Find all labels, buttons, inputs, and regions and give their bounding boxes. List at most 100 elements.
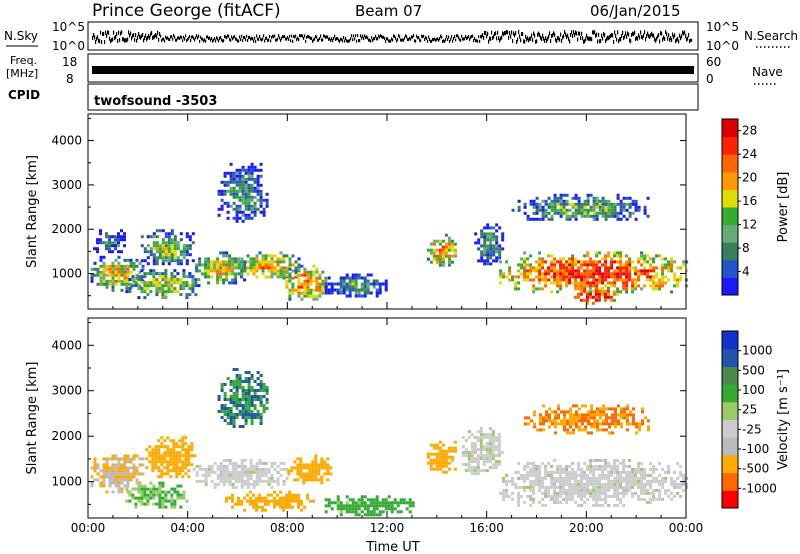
x-tick-label: 04:00	[170, 521, 205, 535]
y-tick-label: 2000	[51, 222, 82, 236]
beam-label: Beam 07	[355, 2, 422, 20]
colorbar-swatch	[722, 224, 738, 243]
freq-tick-top: 18	[62, 55, 77, 69]
colorbar-tick-label: 100	[742, 383, 765, 397]
x-tick-label: 00:00	[71, 521, 106, 535]
velocity-region	[217, 368, 269, 428]
power-colorbar: 4 8 12 16 20 24 28 Power [dB]	[721, 118, 791, 296]
colorbar-title: Velocity [m s⁻¹]	[776, 369, 791, 470]
colorbar-tick-label: 1000	[742, 344, 773, 358]
colorbar-swatch	[722, 136, 738, 155]
nave-label: Nave	[752, 65, 783, 79]
x-tick-label: 12:00	[370, 521, 405, 535]
power-region	[282, 264, 328, 301]
y-tick-label: 4000	[51, 338, 82, 352]
velocity-region	[225, 490, 315, 512]
cpid-value: twofsound -3503	[94, 94, 217, 109]
nsky-label: N.Sky	[4, 29, 38, 43]
colorbar-tick-label: 20	[742, 171, 757, 185]
power-region	[499, 251, 689, 294]
x-tick-label: 08:00	[270, 521, 305, 535]
colorbar-swatch	[722, 348, 738, 367]
velocity-region	[324, 495, 415, 517]
colorbar-swatch	[722, 207, 738, 226]
colorbar-tick-label: 25	[742, 403, 757, 417]
power-region	[217, 162, 269, 223]
colorbar-frame	[721, 118, 739, 296]
colorbar-swatch	[722, 401, 738, 420]
freq-trace	[92, 66, 694, 74]
nave-tick-bottom: 0	[706, 72, 714, 86]
colorbar-swatch	[722, 472, 738, 491]
velocity-region	[145, 436, 197, 479]
freq-strip: Freq. [MHz] 18 8 60 0 Nave	[6, 53, 783, 86]
colorbar-tick-label: 500	[742, 363, 765, 377]
colorbar-tick-label: 12	[742, 218, 757, 232]
y-tick-label: 4000	[51, 134, 82, 148]
x-axis-title: Time UT	[365, 540, 419, 554]
colorbar-swatch	[722, 419, 738, 438]
colorbar-tick-label: -100	[742, 442, 769, 456]
velocity-region	[192, 458, 289, 489]
colorbar-swatch	[722, 490, 738, 509]
colorbar-tick-label: -1000	[742, 481, 777, 495]
noise-strip: N.Sky 10^5 10^0 10^5 10^0 N.Search	[4, 20, 798, 53]
power-region	[125, 269, 201, 300]
y-tick-label: 1000	[51, 267, 82, 281]
velocity-data	[90, 368, 689, 517]
y-tick-label: 3000	[51, 178, 82, 192]
colorbar-tick-label: 28	[742, 124, 757, 138]
y-axis-title: Slant Range [km]	[25, 155, 40, 268]
nsearch-tick-top: 10^5	[706, 20, 739, 34]
colorbar-swatch	[722, 259, 738, 278]
date-label: 06/Jan/2015	[590, 2, 681, 20]
colorbar-swatch	[722, 277, 738, 296]
velocity-region	[461, 427, 504, 476]
velocity-panel: 1000 2000 3000 4000 00:00 04:00 08:00 12:00 16:0…	[25, 317, 791, 535]
power-panel: 1000 2000 3000 4000 Slant Range [km] 4 8 12 16 20…	[25, 113, 791, 310]
colorbar-swatch	[722, 454, 738, 474]
colorbar-swatch	[722, 384, 738, 403]
nsearch-label: N.Search	[744, 29, 798, 43]
colorbar-tick-label: -25	[742, 422, 762, 436]
power-data	[90, 162, 689, 305]
power-region	[324, 273, 388, 298]
colorbar-swatch	[722, 242, 738, 261]
freq-unit: [MHz]	[6, 67, 38, 80]
velocity-region	[499, 458, 689, 507]
freq-label: Freq.	[10, 54, 37, 67]
power-region	[140, 229, 195, 266]
colorbar-swatch	[722, 189, 738, 208]
colorbar-swatch	[722, 119, 738, 138]
y-axis-title: Slant Range [km]	[25, 362, 40, 475]
nsearch-tick-bottom: 10^0	[706, 39, 739, 53]
x-tick-label: 00:00	[669, 521, 704, 535]
velocity-region	[125, 481, 189, 509]
y-tick-label: 2000	[51, 429, 82, 443]
power-region	[237, 251, 301, 279]
colorbar-swatch	[722, 154, 738, 173]
y-tick-label: 1000	[51, 475, 82, 489]
colorbar-title: Power [dB]	[776, 172, 791, 243]
colorbar-frame	[721, 330, 739, 509]
colorbar-tick-label: 16	[742, 194, 757, 208]
power-region	[474, 223, 505, 266]
nsky-tick-top: 10^5	[52, 20, 85, 34]
x-tick-label: 20:00	[569, 521, 604, 535]
colorbar-swatch	[722, 366, 738, 385]
colorbar-tick-label: -500	[742, 462, 769, 476]
power-region	[426, 233, 457, 267]
cpid-strip: CPID twofsound -3503	[8, 83, 699, 111]
colorbar-tick-label: 8	[742, 241, 750, 255]
colorbar-tick-label: 4	[742, 265, 750, 279]
power-region	[511, 193, 650, 221]
velocity-region	[524, 404, 650, 435]
nsky-tick-bottom: 10^0	[52, 39, 85, 53]
colorbar-swatch	[722, 437, 738, 456]
y-tick-label: 3000	[51, 384, 82, 398]
velocity-region	[426, 440, 457, 474]
colorbar-swatch	[722, 171, 738, 190]
noise-trace	[92, 30, 693, 44]
